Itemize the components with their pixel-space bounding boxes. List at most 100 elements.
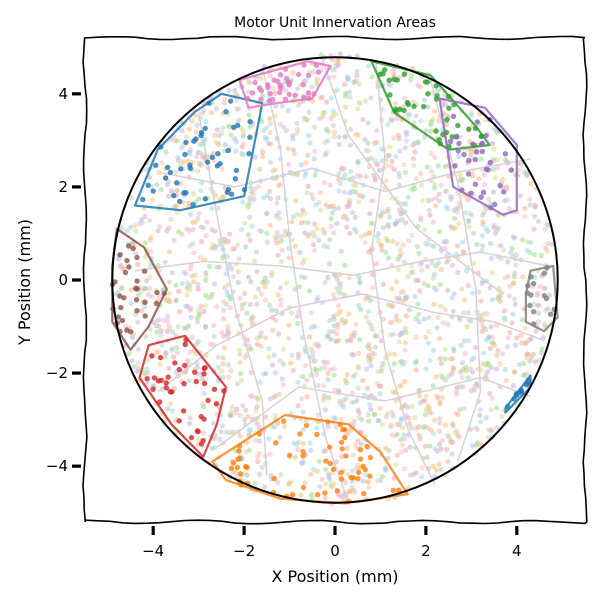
fiber-point: [486, 196, 492, 202]
fiber-point: [170, 354, 177, 360]
fiber-point: [336, 134, 342, 140]
fiber-point: [324, 275, 331, 281]
fiber-point: [430, 383, 436, 389]
motor-unit-fiber: [236, 448, 242, 454]
fiber-point: [360, 378, 366, 384]
fiber-point: [537, 283, 543, 289]
motor-unit-fiber: [198, 441, 205, 447]
fiber-point: [406, 307, 412, 313]
fiber-point: [238, 370, 244, 377]
fiber-point: [244, 310, 250, 316]
fiber-point: [489, 297, 496, 303]
fiber-point: [215, 364, 221, 370]
fiber-point: [344, 224, 350, 230]
fiber-point: [128, 224, 134, 230]
fiber-point: [327, 182, 333, 188]
fiber-point: [401, 465, 407, 472]
fiber-point: [191, 279, 197, 285]
fiber-point: [471, 355, 477, 361]
fiber-point: [362, 232, 368, 238]
fiber-point: [256, 286, 262, 292]
fiber-point: [266, 436, 272, 442]
motor-unit-fiber: [227, 98, 234, 104]
fiber-point: [209, 291, 215, 297]
motor-unit-fiber: [323, 458, 329, 464]
motor-unit-fiber: [153, 162, 159, 168]
fiber-point: [227, 263, 233, 269]
fiber-point: [435, 395, 441, 401]
fiber-point: [198, 180, 205, 186]
fiber-point: [412, 360, 418, 366]
fiber-point: [326, 261, 333, 267]
fiber-point: [253, 408, 259, 414]
motor-unit-fiber: [247, 134, 253, 140]
motor-unit-fiber: [357, 456, 364, 462]
fiber-point: [154, 329, 160, 335]
fiber-point: [164, 318, 170, 324]
motor-unit-fiber: [182, 151, 188, 158]
fiber-point: [196, 311, 202, 317]
fiber-point: [236, 256, 242, 262]
fiber-point: [272, 370, 278, 376]
fiber-point: [281, 124, 287, 130]
fiber-point: [377, 391, 383, 397]
fiber-point: [303, 362, 309, 368]
motor-unit-fiber: [300, 453, 306, 459]
fiber-point: [350, 210, 356, 216]
motor-unit-fiber: [149, 353, 155, 359]
fiber-point: [228, 132, 234, 138]
motor-unit-fiber: [479, 148, 486, 155]
fiber-point: [478, 156, 484, 162]
fiber-point: [331, 366, 337, 372]
fiber-point: [220, 307, 226, 313]
fiber-point: [389, 410, 395, 416]
fiber-point: [314, 226, 320, 232]
fiber-point: [402, 359, 408, 365]
fiber-point: [401, 95, 408, 101]
fiber-point: [164, 328, 170, 334]
fiber-point: [469, 112, 475, 119]
fiber-point: [367, 402, 373, 408]
fiber-point: [365, 120, 371, 126]
fiber-point: [325, 138, 331, 144]
fiber-point: [309, 358, 315, 364]
fiber-point: [221, 100, 227, 106]
fiber-point: [259, 464, 265, 470]
fiber-point: [221, 345, 228, 351]
fiber-point: [457, 172, 463, 178]
fiber-point: [412, 415, 418, 421]
fiber-point: [428, 168, 434, 175]
fiber-point: [458, 369, 464, 375]
fiber-point: [278, 297, 284, 303]
fiber-point: [135, 319, 141, 325]
fiber-point: [407, 421, 413, 427]
fiber-point: [476, 176, 482, 182]
fiber-point: [490, 334, 496, 340]
fiber-point: [166, 225, 172, 231]
fiber-point: [212, 435, 218, 441]
fiber-point: [546, 292, 553, 298]
motor-unit-fiber: [295, 71, 302, 78]
fiber-point: [323, 466, 329, 472]
territory-line: [134, 251, 549, 277]
fiber-point: [275, 479, 281, 485]
fiber-point: [499, 351, 506, 357]
fiber-point: [293, 441, 300, 448]
motor-unit-fiber: [126, 264, 132, 270]
fiber-point: [252, 294, 259, 300]
fiber-point: [394, 431, 400, 437]
fiber-point: [273, 308, 279, 314]
fiber-point: [307, 140, 313, 146]
fiber-point: [307, 440, 313, 446]
fiber-point: [398, 436, 404, 443]
motor-unit-fiber: [119, 317, 126, 324]
fiber-point: [267, 159, 273, 165]
motor-unit-fiber: [357, 447, 364, 453]
fiber-point: [266, 140, 272, 146]
motor-unit-fiber: [237, 471, 244, 477]
fiber-point: [399, 416, 405, 422]
fiber-point: [261, 195, 267, 201]
fiber-point: [154, 181, 160, 188]
fiber-point: [413, 277, 419, 283]
fiber-point: [437, 420, 443, 426]
